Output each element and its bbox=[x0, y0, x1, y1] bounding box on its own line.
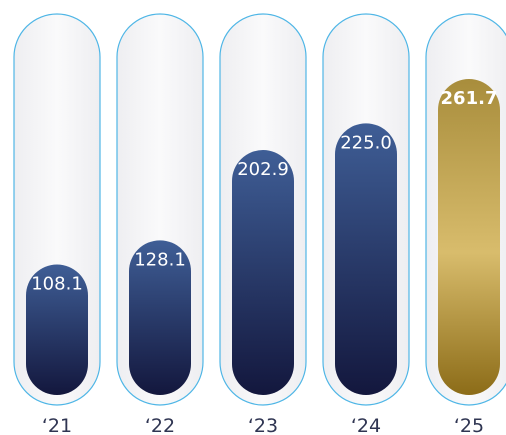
bar-2 bbox=[232, 150, 294, 395]
value-label-0: 108.1 bbox=[31, 273, 83, 294]
bar-4 bbox=[438, 79, 500, 395]
value-label-2: 202.9 bbox=[237, 159, 289, 180]
bar-3 bbox=[335, 123, 397, 395]
value-label-3: 225.0 bbox=[340, 132, 392, 153]
bar-1 bbox=[129, 240, 191, 395]
x-tick-label-2: ‘23 bbox=[248, 415, 278, 435]
x-tick-label-4: ‘25 bbox=[454, 415, 484, 435]
bar-0 bbox=[26, 264, 88, 395]
value-label-1: 128.1 bbox=[134, 249, 186, 270]
x-tick-label-1: ‘22 bbox=[145, 415, 175, 435]
x-tick-label-0: ‘21 bbox=[42, 415, 72, 435]
value-label-4: 261.7 bbox=[441, 88, 498, 109]
x-tick-label-3: ‘24 bbox=[351, 415, 381, 435]
